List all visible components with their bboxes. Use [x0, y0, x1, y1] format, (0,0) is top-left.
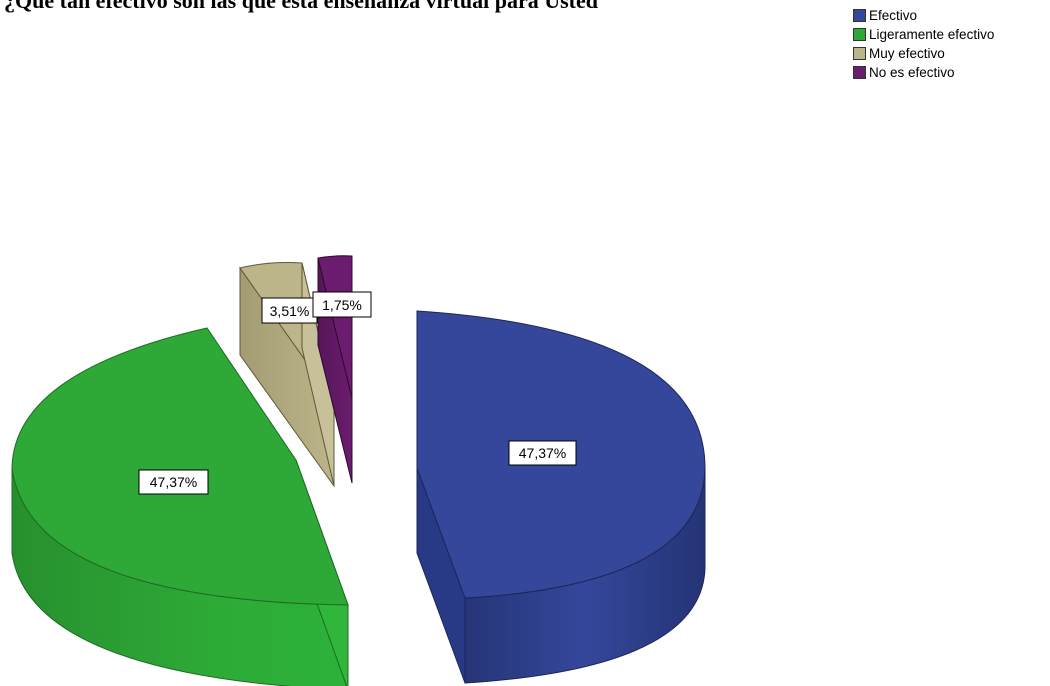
legend-label-no-es-efectivo: No es efectivo	[869, 65, 955, 80]
legend-swatch-ligeramente-efectivo	[853, 28, 866, 41]
pie-slice-efectivo	[416, 310, 706, 684]
chart-legend: Efectivo Ligeramente efectivo Muy efecti…	[853, 6, 994, 82]
pie-slice-ligeramente-efectivo	[11, 327, 349, 686]
legend-swatch-no-es-efectivo	[853, 66, 866, 79]
chart-title: ¿Qué tan efectivo son las que está enseñ…	[4, 0, 598, 13]
data-label-efectivo-text: 47,37%	[519, 445, 566, 461]
legend-label-muy-efectivo: Muy efectivo	[869, 46, 945, 61]
data-label-no-es-efectivo: 1,75%	[312, 291, 372, 318]
legend-item-ligeramente-efectivo: Ligeramente efectivo	[853, 25, 994, 44]
legend-swatch-efectivo	[853, 9, 866, 22]
data-label-ligeramente-efectivo: 47,37%	[138, 469, 209, 495]
data-label-efectivo: 47,37%	[508, 440, 577, 466]
legend-label-ligeramente-efectivo: Ligeramente efectivo	[869, 27, 995, 42]
legend-item-no-es-efectivo: No es efectivo	[853, 63, 994, 82]
data-label-muy-efectivo-text: 3,51%	[270, 303, 310, 319]
data-label-no-es-efectivo-text: 1,75%	[322, 297, 362, 313]
data-label-ligeramente-efectivo-text: 47,37%	[150, 474, 197, 490]
data-label-muy-efectivo: 3,51%	[261, 297, 318, 324]
legend-item-efectivo: Efectivo	[853, 6, 994, 25]
legend-swatch-muy-efectivo	[853, 47, 866, 60]
legend-item-muy-efectivo: Muy efectivo	[853, 44, 994, 63]
legend-label-efectivo: Efectivo	[869, 8, 918, 23]
